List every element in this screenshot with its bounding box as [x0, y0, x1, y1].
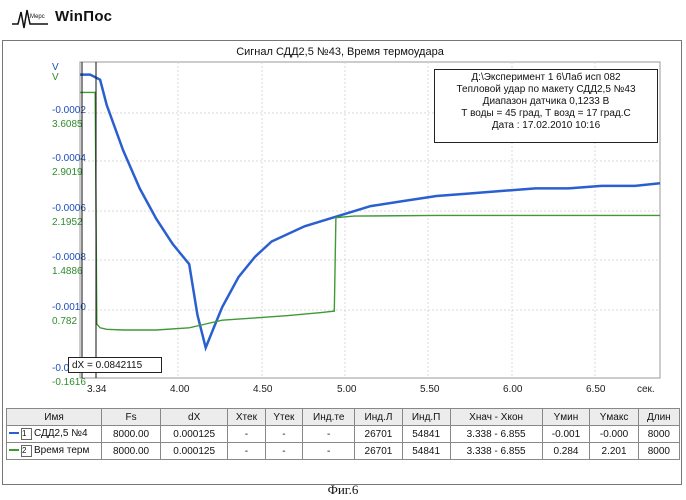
info-line: Т воды = 45 град, Т возд = 17 град.С	[435, 108, 657, 120]
table-header-row: Имя Fs dX Xтек Yтек Инд.те Инд.Л Инд.П X…	[7, 409, 680, 426]
cell-fs: 8000.00	[102, 426, 161, 443]
cell-xtek: -	[228, 443, 265, 460]
x-tick-label: 4.50	[253, 384, 273, 395]
y-tick-label-green: 0.782	[52, 316, 77, 327]
cell-xtek: -	[228, 426, 265, 443]
x-axis-unit: сек.	[637, 384, 655, 395]
col-header-len[interactable]: Длин	[638, 409, 679, 426]
cell-ymax: -0.000	[590, 426, 638, 443]
col-header-ymax[interactable]: Yмакс	[590, 409, 638, 426]
info-line: Д:\Эксперимент 1 6\Лаб исп 082	[435, 72, 657, 84]
channel-name: Время терм	[34, 445, 89, 456]
cell-dx: 0.000125	[161, 443, 228, 460]
channel-name: СДД2,5 №4	[34, 428, 88, 439]
x-tick-label: 5.50	[420, 384, 440, 395]
cell-dx: 0.000125	[161, 426, 228, 443]
channel-name-cell[interactable]: 2Время терм	[7, 443, 102, 460]
y-tick-label-green: 1.4886	[52, 266, 83, 277]
col-header-indp[interactable]: Инд.П	[402, 409, 450, 426]
cell-indl: 26701	[355, 443, 402, 460]
col-header-xtek[interactable]: Xтек	[228, 409, 265, 426]
cell-indp: 54841	[402, 443, 450, 460]
col-header-name[interactable]: Имя	[7, 409, 102, 426]
cell-range: 3.338 - 6.855	[450, 443, 542, 460]
y-tick-label-green: 2.9019	[52, 167, 83, 178]
y-tick-label-blue: -0.0002	[52, 105, 86, 116]
cursor-delta-readout: dX = 0.0842115	[68, 357, 162, 373]
col-header-range[interactable]: Xнач - Xкон	[450, 409, 542, 426]
experiment-info-box: Д:\Эксперимент 1 6\Лаб исп 082 Тепловой …	[434, 69, 658, 143]
series-color-swatch	[9, 432, 19, 434]
cell-indp: 54841	[402, 426, 450, 443]
y-tick-label-green: 3.6085	[52, 119, 83, 130]
x-tick-label: 4.00	[170, 384, 190, 395]
figure-caption: Фиг.6	[0, 482, 686, 498]
channel-index: 2	[21, 445, 32, 457]
cell-len: 8000	[638, 426, 679, 443]
col-header-indte[interactable]: Инд.те	[303, 409, 355, 426]
y-tick-label-green: 2.1952	[52, 217, 83, 228]
col-header-dx[interactable]: dX	[161, 409, 228, 426]
col-header-ymin[interactable]: Yмин	[542, 409, 590, 426]
cell-indte: -	[303, 426, 355, 443]
info-line: Дата : 17.02.2010 10:16	[435, 120, 657, 132]
x-tick-label: 6.00	[503, 384, 523, 395]
y-tick-label-blue: -0.0008	[52, 252, 86, 263]
col-header-fs[interactable]: Fs	[102, 409, 161, 426]
cell-ytek: -	[265, 426, 302, 443]
y-ticks-blue: -0.0002-0.0004-0.0006-0.0008-0.0010-0.00…	[52, 105, 86, 374]
y-axis-unit-green: V	[52, 72, 59, 83]
table-row[interactable]: 2Время терм 8000.00 0.000125 - - - 26701…	[7, 443, 680, 460]
cell-ymin: 0.284	[542, 443, 590, 460]
cell-ymax: 2.201	[590, 443, 638, 460]
channel-index: 1	[21, 428, 32, 440]
col-header-indl[interactable]: Инд.Л	[355, 409, 402, 426]
y-tick-label-green: -0.1616	[52, 377, 86, 388]
cell-range: 3.338 - 6.855	[450, 426, 542, 443]
cell-ymin: -0.001	[542, 426, 590, 443]
col-header-ytek[interactable]: Yтек	[265, 409, 302, 426]
x-tick-label: 3.34	[87, 384, 107, 395]
y-tick-label-blue: -0.0006	[52, 203, 86, 214]
channel-table: Имя Fs dX Xтек Yтек Инд.те Инд.Л Инд.П X…	[6, 408, 680, 460]
table-row[interactable]: 1СДД2,5 №4 8000.00 0.000125 - - - 26701 …	[7, 426, 680, 443]
x-tick-label: 6.50	[586, 384, 606, 395]
x-tick-label: 5.00	[337, 384, 357, 395]
info-line: Диапазон датчика 0,1233 В	[435, 96, 657, 108]
series-color-swatch	[9, 449, 19, 451]
x-ticks: 3.34 4.00 4.50 5.00 5.50 6.00 6.50	[87, 384, 606, 395]
info-line: Тепловой удар по макету СДД2,5 №43	[435, 84, 657, 96]
channel-name-cell[interactable]: 1СДД2,5 №4	[7, 426, 102, 443]
cell-ytek: -	[265, 443, 302, 460]
cell-fs: 8000.00	[102, 443, 161, 460]
cell-indte: -	[303, 443, 355, 460]
y-tick-label-blue: -0.0010	[52, 302, 86, 313]
cell-indl: 26701	[355, 426, 402, 443]
cell-len: 8000	[638, 443, 679, 460]
y-tick-label-blue: -0.0004	[52, 153, 86, 164]
